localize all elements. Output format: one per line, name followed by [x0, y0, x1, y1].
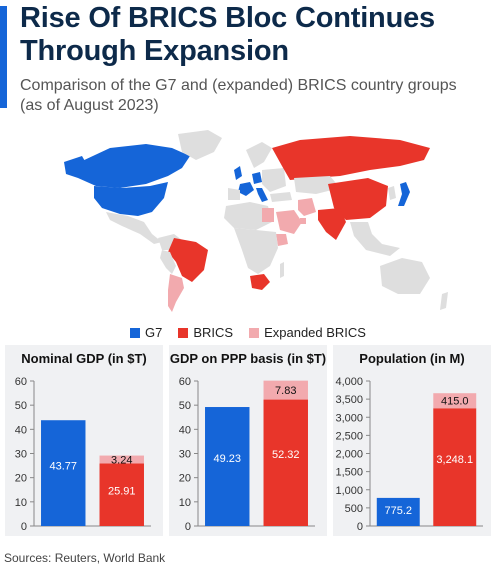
map-france [238, 182, 254, 196]
y-tick-label: 10 [179, 497, 191, 509]
chart-gdp-ppp: 0 10 20 30 40 50 60 49.23 52.32 7.83 [179, 376, 315, 533]
map-turkey [270, 192, 292, 202]
map-argentina [168, 274, 184, 312]
y-tick-label: 60 [15, 376, 27, 388]
sources-note: Sources: Reuters, World Bank [4, 551, 166, 565]
world-map [64, 130, 448, 312]
map-saudi-arabia [276, 210, 302, 234]
y-tick-label: 1,500 [335, 467, 363, 479]
chart-title-population: Population (in M) [359, 351, 465, 366]
map-egypt [262, 208, 274, 222]
page-subtitle: Comparison of the G7 and (expanded) BRIC… [20, 77, 457, 114]
map-africa-central [234, 228, 278, 274]
data-label-g7: 43.77 [49, 461, 77, 473]
bar-brics [263, 399, 308, 526]
data-label-brics: 3,248.1 [436, 454, 473, 466]
map-madagascar [280, 262, 284, 278]
legend-swatch-g7 [130, 327, 140, 338]
y-tick-label: 0 [21, 521, 27, 533]
map-mexico-central-america [106, 212, 162, 244]
legend: G7 BRICS Expanded BRICS [0, 325, 496, 340]
y-tick-label: 4,000 [335, 376, 363, 388]
map-india [318, 208, 346, 240]
map-korea [388, 186, 396, 200]
y-tick-label: 20 [15, 473, 27, 485]
y-tick-label: 0 [357, 521, 363, 533]
y-tick-label: 1,000 [335, 485, 363, 497]
legend-item-expanded-brics: Expanded BRICS [249, 325, 366, 340]
chart-population: 0 500 1,000 1,500 2,000 2,500 3,000 3,500 4,000 7… [335, 376, 483, 533]
map-south-africa [250, 274, 270, 290]
map-alaska [64, 156, 90, 178]
bar-expanded-brics [99, 455, 144, 464]
y-tick-label: 2,000 [335, 449, 363, 461]
bar-expanded-brics [263, 380, 308, 400]
map-japan [398, 182, 410, 206]
chart-nominal-gdp: 0 10 20 30 40 50 60 43.77 25.91 3.24 [15, 376, 151, 533]
map-germany [252, 172, 262, 184]
panel-gdp-ppp: GDP on PPP basis (in $T) 0 10 20 30 40 50 60 49… [169, 345, 327, 536]
data-label-brics: 52.32 [272, 449, 300, 461]
bar-expanded-brics [433, 393, 477, 409]
panel-nominal-gdp: Nominal GDP (in $T) 0 10 20 30 40 50 60 43.77 25… [5, 345, 163, 536]
map-brazil [168, 238, 208, 282]
map-central-asia [294, 176, 340, 194]
y-tick-label: 3,500 [335, 394, 363, 406]
data-label-brics: 25.91 [108, 485, 136, 497]
map-new-zealand [440, 292, 448, 310]
y-tick-label: 30 [179, 449, 191, 461]
chart-title-gdp-ppp: GDP on PPP basis (in $T) [169, 351, 327, 366]
y-tick-label: 60 [179, 376, 191, 388]
y-tick-label: 30 [15, 449, 27, 461]
map-southeast-asia [350, 222, 400, 256]
legend-item-brics: BRICS [178, 325, 233, 340]
map-europe-north [246, 142, 272, 168]
legend-label-expanded-brics: Expanded BRICS [264, 325, 366, 340]
map-russia [272, 136, 430, 180]
bar-g7 [41, 420, 86, 526]
y-tick-label: 20 [179, 473, 191, 485]
map-canada [78, 144, 190, 188]
y-tick-label: 3,000 [335, 412, 363, 424]
map-iran [298, 198, 316, 216]
map-ethiopia [276, 234, 288, 246]
map-china [328, 178, 388, 220]
data-label-expanded-brics: 3.24 [111, 454, 132, 466]
bar-g7 [376, 497, 420, 526]
data-label-expanded-brics: 415.0 [441, 396, 469, 408]
bar-brics [433, 408, 477, 526]
legend-label-brics: BRICS [193, 325, 234, 340]
map-africa-north [224, 202, 272, 230]
legend-swatch-brics [178, 327, 189, 338]
map-uae [300, 218, 306, 224]
data-label-g7: 49.23 [213, 453, 241, 465]
y-tick-label: 50 [15, 400, 27, 412]
y-tick-label: 10 [15, 497, 27, 509]
data-label-expanded-brics: 7.83 [275, 385, 296, 397]
map-italy [256, 188, 268, 202]
accent-bar [0, 6, 7, 108]
legend-label-g7: G7 [145, 325, 163, 340]
map-andes [160, 250, 176, 274]
legend-item-g7: G7 [130, 325, 162, 340]
y-tick-label: 0 [185, 521, 191, 533]
data-label-g7: 775.2 [384, 505, 412, 517]
y-tick-label: 500 [345, 503, 363, 515]
map-usa [94, 182, 168, 216]
bar-brics [99, 463, 144, 526]
map-greenland [178, 130, 222, 160]
chart-title-nominal-gdp: Nominal GDP (in $T) [21, 351, 147, 366]
bar-g7 [205, 407, 250, 526]
page-title: Rise Of BRICS Bloc Continues Through Exp… [20, 2, 435, 67]
y-tick-label: 40 [179, 424, 191, 436]
y-tick-label: 2,500 [335, 430, 363, 442]
map-uk [234, 166, 242, 180]
y-tick-label: 50 [179, 400, 191, 412]
map-europe-rest [228, 168, 286, 200]
legend-swatch-expanded-brics [249, 327, 260, 338]
panel-population: Population (in M) 0 500 1,000 1,500 2,000 2,5… [333, 345, 491, 536]
map-australia [380, 258, 430, 294]
y-tick-label: 40 [15, 424, 27, 436]
